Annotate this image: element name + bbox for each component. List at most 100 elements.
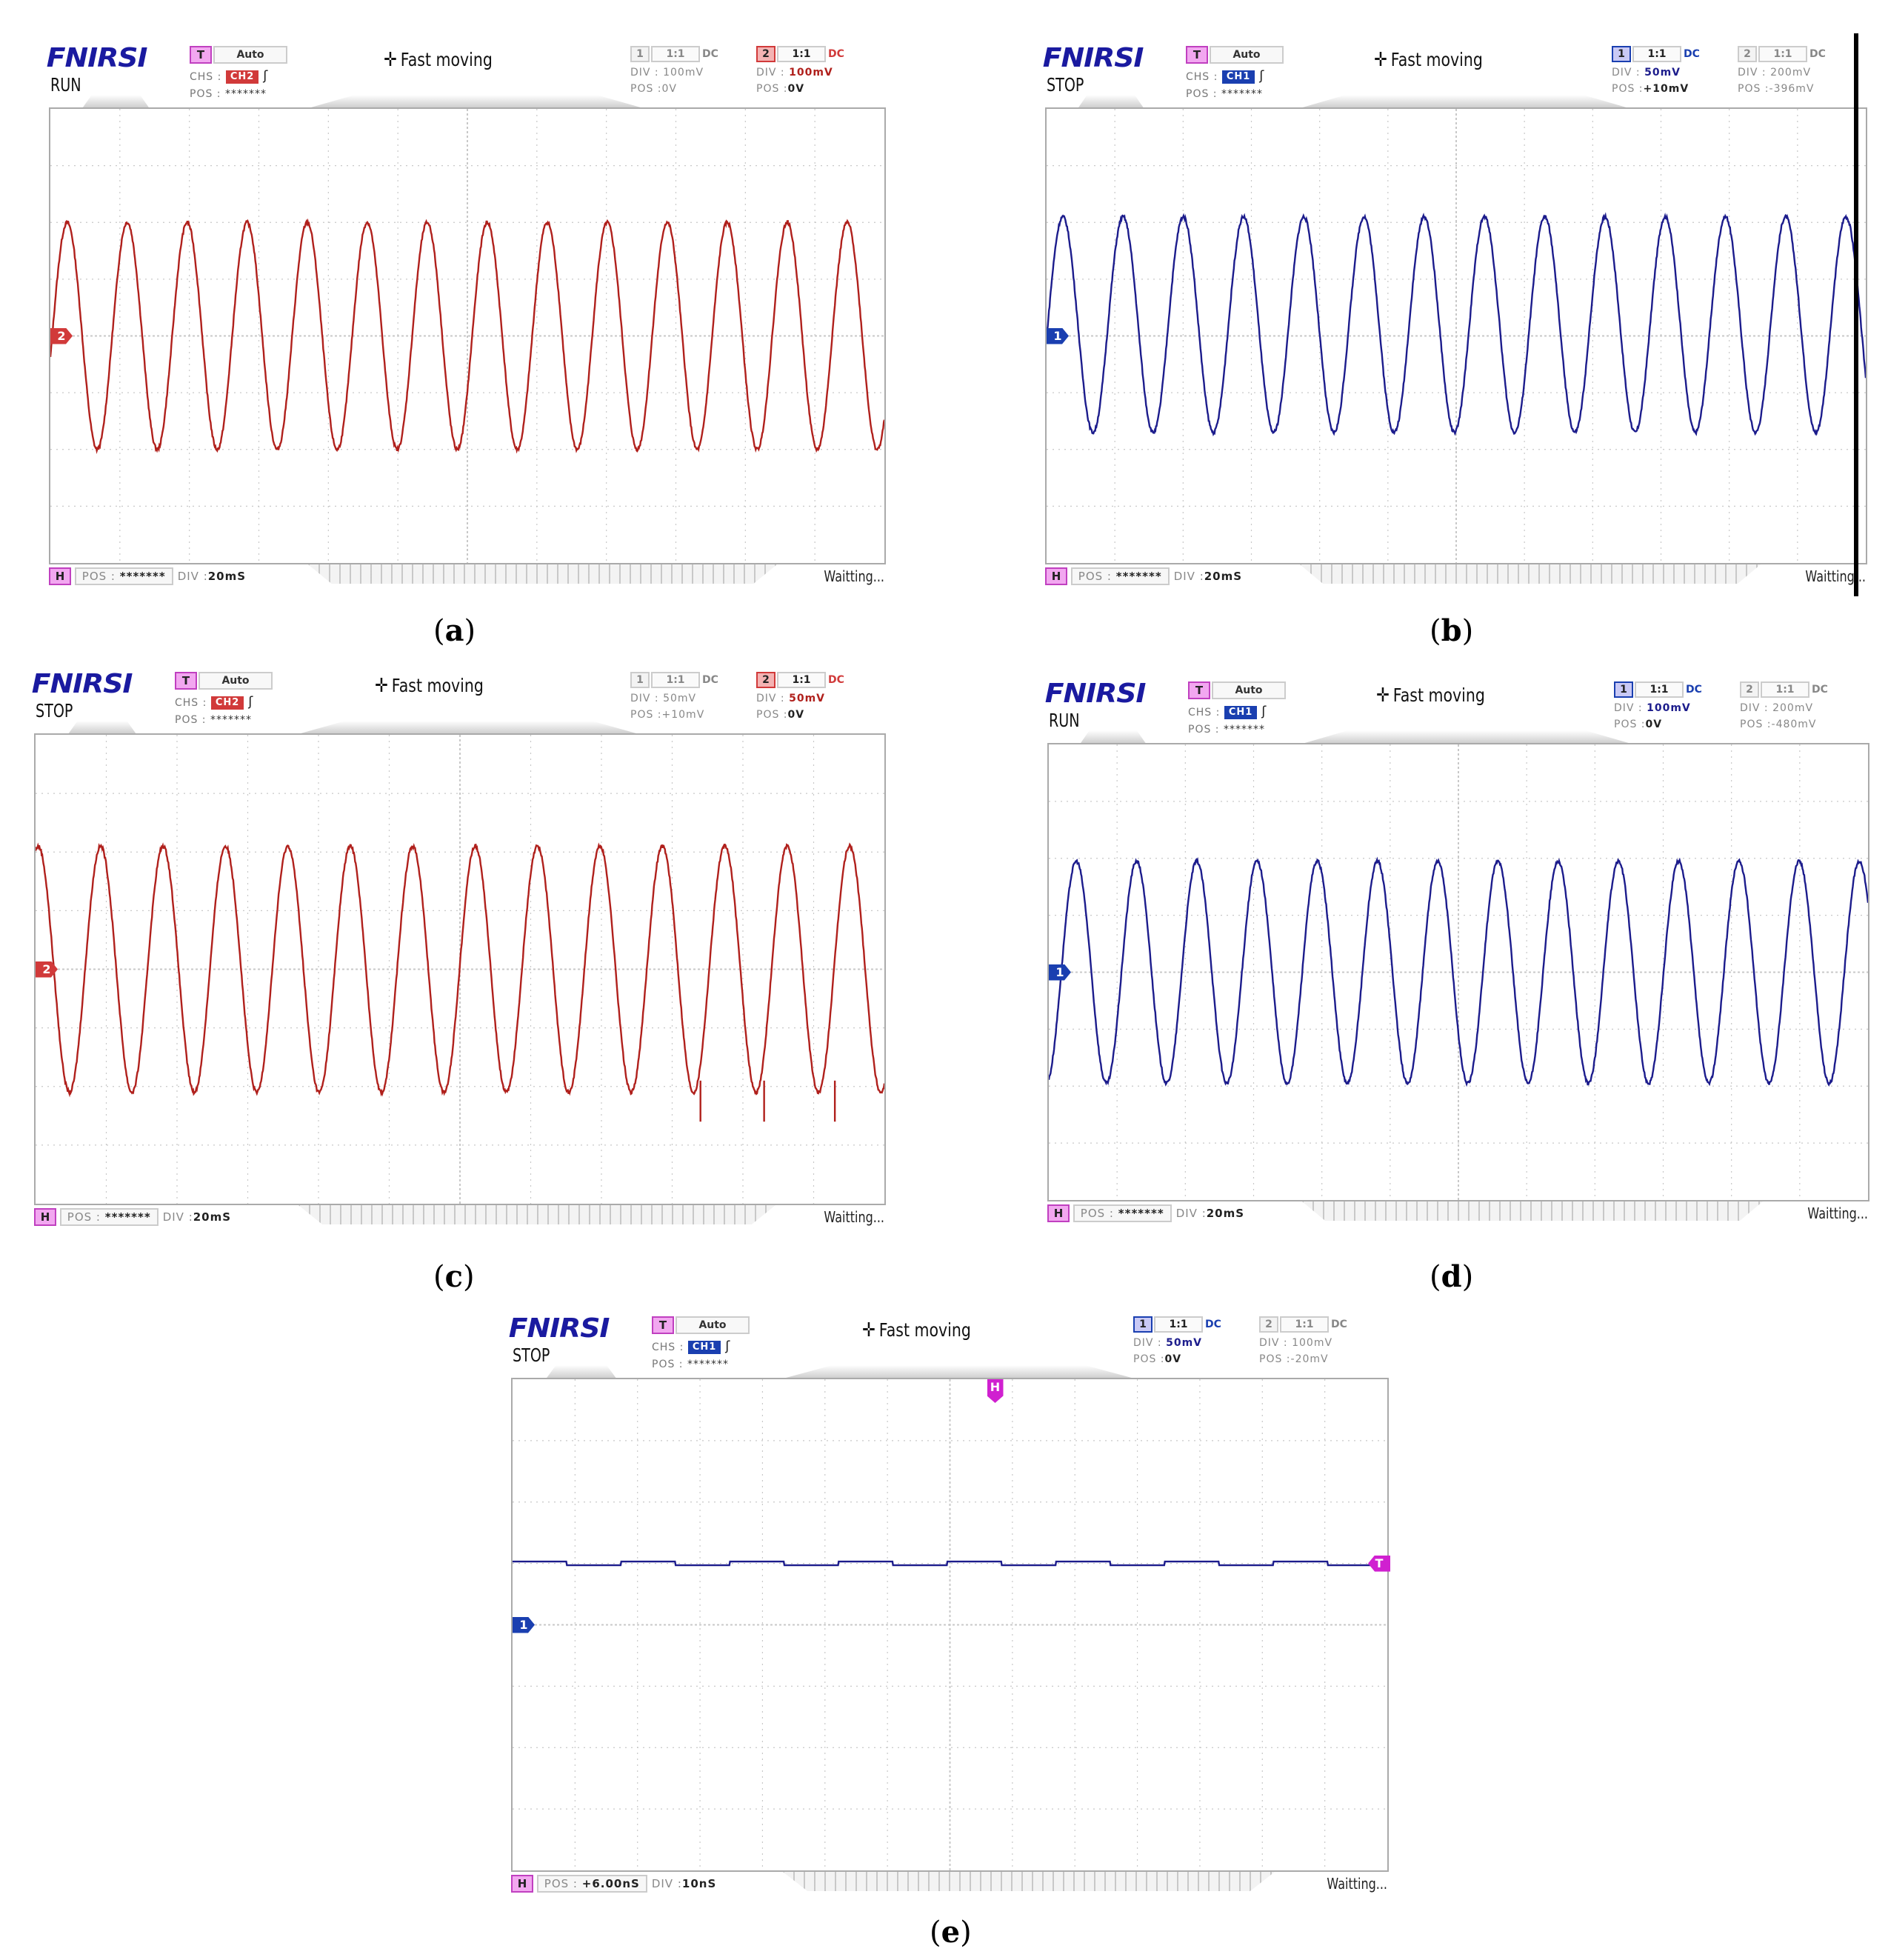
ch1-probe-ratio[interactable]: 1:1 — [1635, 681, 1684, 698]
ch1-probe-ratio[interactable]: 1:1 — [651, 672, 700, 688]
ch1-probe-ratio[interactable]: 1:1 — [1632, 46, 1681, 62]
ch2-coupling[interactable]: DC — [1331, 1319, 1347, 1330]
channel-ground-marker[interactable]: 2 — [50, 327, 73, 344]
trigger-mode-button[interactable]: Auto — [1210, 46, 1284, 64]
fast-moving-mode[interactable]: ✛ Fast moving — [1374, 49, 1483, 71]
fast-moving-mode[interactable]: ✛ Fast moving — [1376, 684, 1485, 707]
ch2-probe-ratio[interactable]: 1:1 — [777, 46, 826, 62]
ch1-number-badge[interactable]: 1 — [1133, 1316, 1153, 1333]
fast-moving-mode[interactable]: ✛ Fast moving — [862, 1319, 971, 1341]
ch2-coupling[interactable]: DC — [828, 674, 844, 686]
ch1-coupling[interactable]: DC — [702, 48, 718, 60]
horizontal-badge[interactable]: H — [49, 567, 71, 585]
ch1-number-badge[interactable]: 1 — [1614, 681, 1633, 698]
ch2-probe-ratio[interactable]: 1:1 — [777, 672, 826, 688]
ch2-settings[interactable]: 2 1:1 DC DIV : 200mV POS :-396mV — [1738, 46, 1826, 95]
ch1-probe-ratio[interactable]: 1:1 — [651, 46, 700, 62]
memory-position-ruler[interactable] — [1300, 564, 1761, 584]
channel-ground-marker[interactable]: 1 — [1047, 327, 1069, 344]
trigger-badge[interactable]: T — [175, 672, 197, 690]
waveform-display[interactable]: 1 H T — [511, 1378, 1390, 1872]
horizontal-badge[interactable]: H — [34, 1208, 56, 1226]
waveform-display[interactable]: 1 — [1045, 107, 1867, 564]
trigger-channel-badge[interactable]: CH1 — [1224, 706, 1258, 719]
trigger-channel-badge[interactable]: CH1 — [687, 1341, 721, 1354]
timebase-field[interactable]: DIV :20mS — [163, 1210, 231, 1224]
horizontal-pos-field[interactable]: POS : ******* — [74, 567, 173, 585]
ch2-coupling[interactable]: DC — [828, 48, 844, 60]
ch2-number-badge[interactable]: 2 — [756, 672, 775, 688]
horizontal-pos-field[interactable]: POS : ******* — [1070, 567, 1170, 585]
fast-moving-label: Fast moving — [1390, 49, 1483, 70]
run-state-indicator[interactable]: STOP — [513, 1344, 550, 1366]
ch2-probe-ratio[interactable]: 1:1 — [1761, 681, 1809, 698]
memory-position-ruler[interactable] — [1302, 1201, 1763, 1221]
ch2-number-badge[interactable]: 2 — [1259, 1316, 1278, 1333]
ch1-settings[interactable]: 1 1:1 DC DIV : 100mV POS :0V — [630, 46, 718, 95]
trigger-channel-badge[interactable]: CH2 — [210, 696, 244, 710]
waveform-display[interactable]: 1 — [1047, 743, 1869, 1201]
run-state-indicator[interactable]: RUN — [1049, 710, 1080, 731]
run-state-indicator[interactable]: RUN — [50, 74, 81, 96]
channel-ground-marker[interactable]: 1 — [513, 1616, 535, 1633]
ch1-number-badge[interactable]: 1 — [630, 46, 650, 62]
ch2-probe-ratio[interactable]: 1:1 — [1758, 46, 1807, 62]
memory-position-ruler[interactable] — [298, 1205, 775, 1224]
waveform-display[interactable]: 2 — [34, 733, 886, 1205]
horizontal-badge[interactable]: H — [1045, 567, 1067, 585]
ch1-number-badge[interactable]: 1 — [630, 672, 650, 688]
trigger-badge[interactable]: T — [1188, 681, 1210, 699]
ch2-settings[interactable]: 2 1:1 DC DIV : 200mV POS :-480mV — [1740, 681, 1828, 730]
horizontal-pos-field[interactable]: POS : +6.00nS — [536, 1875, 647, 1893]
timebase-field[interactable]: DIV :20mS — [1174, 570, 1242, 583]
fast-moving-mode[interactable]: ✛ Fast moving — [384, 49, 493, 71]
run-state-indicator[interactable]: STOP — [1047, 74, 1084, 96]
channel-ground-marker[interactable]: 2 — [36, 961, 58, 978]
ch2-settings[interactable]: 2 1:1 DC DIV : 100mV POS :0V — [756, 46, 844, 95]
trigger-badge[interactable]: T — [1186, 46, 1208, 64]
trigger-mode-button[interactable]: Auto — [213, 46, 287, 64]
ch2-number-badge[interactable]: 2 — [1738, 46, 1757, 62]
ch1-settings[interactable]: 1 1:1 DC DIV : 50mV POS :+10mV — [1612, 46, 1700, 95]
ch2-probe-ratio[interactable]: 1:1 — [1280, 1316, 1329, 1333]
trigger-channel-badge[interactable]: CH1 — [1221, 70, 1255, 84]
memory-position-ruler[interactable] — [308, 564, 777, 584]
timebase-field[interactable]: DIV :20mS — [1176, 1207, 1244, 1220]
trigger-badge[interactable]: T — [190, 46, 212, 64]
ch1-number-badge[interactable]: 1 — [1612, 46, 1631, 62]
channel-ground-marker[interactable]: 1 — [1049, 964, 1071, 981]
memory-position-ruler[interactable] — [783, 1872, 1275, 1891]
brand-logo: FNIRSI — [1044, 679, 1147, 709]
waveform-display[interactable]: 2 — [49, 107, 886, 564]
ch1-probe-ratio[interactable]: 1:1 — [1154, 1316, 1203, 1333]
horizontal-badge[interactable]: H — [1047, 1204, 1070, 1222]
ch1-coupling[interactable]: DC — [1684, 48, 1700, 60]
run-state-indicator[interactable]: STOP — [36, 700, 73, 721]
ch2-number-badge[interactable]: 2 — [756, 46, 775, 62]
ch2-coupling[interactable]: DC — [1812, 684, 1828, 696]
ch2-settings[interactable]: 2 1:1 DC DIV : 100mV POS :-20mV — [1259, 1316, 1347, 1365]
horizontal-badge[interactable]: H — [511, 1875, 533, 1893]
timebase-field[interactable]: DIV :20mS — [178, 570, 246, 583]
ch1-coupling[interactable]: DC — [1205, 1319, 1221, 1330]
trigger-level-marker[interactable]: T — [1368, 1555, 1390, 1572]
trigger-mode-button[interactable]: Auto — [676, 1316, 750, 1334]
trigger-badge[interactable]: T — [652, 1316, 674, 1334]
ch1-settings[interactable]: 1 1:1 DC DIV : 100mV POS :0V — [1614, 681, 1702, 730]
ch2-settings[interactable]: 2 1:1 DC DIV : 50mV POS :0V — [756, 672, 844, 721]
ch2-number-badge[interactable]: 2 — [1740, 681, 1759, 698]
horizontal-position-marker[interactable]: H — [987, 1379, 1004, 1403]
fast-moving-mode[interactable]: ✛ Fast moving — [375, 675, 484, 697]
ch1-settings[interactable]: 1 1:1 DC DIV : 50mV POS :+10mV — [630, 672, 718, 721]
ch1-coupling[interactable]: DC — [1686, 684, 1702, 696]
trigger-mode-button[interactable]: Auto — [1212, 681, 1286, 699]
timebase-field[interactable]: DIV :10nS — [652, 1877, 716, 1890]
horizontal-pos-field[interactable]: POS : ******* — [59, 1208, 159, 1226]
h-pos-label: POS : — [67, 1210, 101, 1224]
ch1-settings[interactable]: 1 1:1 DC DIV : 50mV POS :0V — [1133, 1316, 1221, 1365]
trigger-channel-badge[interactable]: CH2 — [225, 70, 259, 84]
ch2-coupling[interactable]: DC — [1809, 48, 1826, 60]
trigger-mode-button[interactable]: Auto — [199, 672, 273, 690]
ch1-coupling[interactable]: DC — [702, 674, 718, 686]
horizontal-pos-field[interactable]: POS : ******* — [1073, 1204, 1172, 1222]
